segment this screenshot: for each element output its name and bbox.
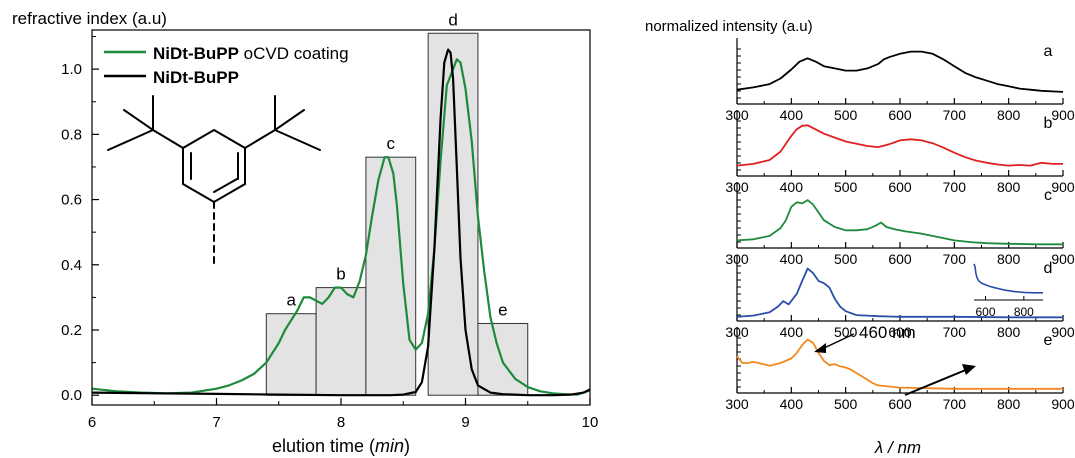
peak-annotation-arrow [821, 333, 855, 350]
left-x-axis-label: elution time (min) [272, 436, 410, 456]
panel-x-tick-label: 600 [888, 324, 912, 340]
panel-x-tick-label: 900 [1051, 396, 1075, 412]
fraction-box-b [315, 287, 367, 396]
inset-x-tick-label: 600 [975, 305, 995, 319]
panel-x-tick-label: 600 [888, 251, 912, 267]
fraction-box-c [365, 156, 417, 396]
panel-x-tick-label: 900 [1051, 251, 1075, 267]
x-tick-label: 10 [582, 414, 599, 431]
left-plot-frame [91, 29, 591, 406]
legend: NiDt-BuPP oCVD coating NiDt-BuPP [104, 44, 349, 87]
panel-x-tick-label: 700 [943, 107, 967, 123]
panel-x-tick-label: 500 [834, 107, 858, 123]
panel-x-tick-label: 400 [780, 251, 804, 267]
inset-line [973, 263, 1043, 294]
panel-x-tick-label: 500 [834, 324, 858, 340]
spectrum-line-e [736, 338, 1063, 390]
y-tick-label: 0.6 [61, 192, 82, 209]
panel-label-d: d [1044, 260, 1053, 277]
y-tick-label: 1.0 [61, 61, 82, 78]
x-tick-label: 8 [337, 414, 345, 431]
panel-label-a: a [1044, 43, 1053, 60]
peak-annotation-arrowhead [814, 343, 826, 353]
peak-annotation: 460 nm [859, 323, 916, 342]
panel-x-tick-label: 600 [888, 396, 912, 412]
spectra-chart: normalized intensity (a.u) 300 400 500 600 7… [645, 18, 1075, 457]
panel-x-tick-label: 800 [997, 107, 1021, 123]
panel-x-tick-label: 400 [780, 324, 804, 340]
y-tick-label: 0.0 [61, 387, 82, 404]
panel-x-tick-label: 700 [943, 396, 967, 412]
panel-x-tick-label: 600 [888, 179, 912, 195]
y-tick-label: 0.8 [61, 126, 82, 143]
series-line-1 [91, 48, 591, 397]
panel-x-tick-label: 900 [1051, 179, 1075, 195]
fraction-label-c: c [387, 134, 396, 153]
spectrum-line-a [736, 50, 1064, 93]
panel-label-b: b [1044, 115, 1053, 132]
panel-x-tick-label: 700 [943, 179, 967, 195]
panel-x-tick-label: 800 [997, 324, 1021, 340]
panel-x-tick-label: 500 [834, 251, 858, 267]
panel-label-c: c [1044, 187, 1052, 204]
legend-label-oCVD: NiDt-BuPP oCVD coating [153, 44, 349, 63]
left-series-lines [91, 48, 591, 397]
panel-x-tick-label: 700 [943, 251, 967, 267]
panel-x-tick-label: 300 [725, 396, 749, 412]
panel-x-tick-label: 900 [1051, 324, 1075, 340]
panel-x-tick-label: 600 [888, 107, 912, 123]
fraction-box-a [265, 313, 317, 396]
panel-x-tick-label: 700 [943, 324, 967, 340]
spectrum-line-c [736, 199, 1063, 246]
panel-x-tick-label: 500 [834, 179, 858, 195]
right-y-axis-label: normalized intensity (a.u) [645, 18, 813, 35]
panel-x-tick-label: 900 [1051, 107, 1075, 123]
y-tick-label: 0.4 [61, 257, 82, 274]
left-axis-ticks: 6 7 8 9 10 0.0 0.2 0.4 0.6 0.8 1.0 [61, 36, 599, 431]
series-line-0 [91, 58, 591, 396]
spectrum-line-b [736, 124, 1063, 167]
elution-chart: refractive index (a.u) a b c d e 6 7 8 9 10 0.0 0.… [12, 9, 598, 456]
x-tick-label: 6 [88, 414, 96, 431]
legend-label-reference: NiDt-BuPP [153, 68, 239, 87]
panel-x-tick-label: 800 [997, 179, 1021, 195]
panel-x-tick-label: 800 [997, 251, 1021, 267]
x-tick-label: 9 [461, 414, 469, 431]
fraction-label-e: e [498, 300, 507, 319]
inset-arrow [904, 368, 969, 396]
fraction-label-b: b [336, 265, 345, 284]
spectrum-line-d [736, 267, 1063, 319]
panel-x-tick-label: 400 [780, 396, 804, 412]
left-y-axis-label: refractive index (a.u) [12, 9, 167, 28]
panel-x-tick-label: 800 [997, 396, 1021, 412]
panel-label-e: e [1044, 332, 1053, 349]
inset-arrowhead [962, 364, 976, 375]
panel-x-tick-label: 400 [780, 179, 804, 195]
right-x-axis-label: λ / nm [874, 438, 921, 457]
panel-x-tick-label: 400 [780, 107, 804, 123]
inset-x-tick-label: 800 [1014, 305, 1034, 319]
fraction-label-a: a [286, 291, 296, 310]
inset-spectrum: 600 800 [973, 263, 1043, 319]
y-tick-label: 0.2 [61, 322, 82, 339]
panel-x-tick-label: 500 [834, 396, 858, 412]
molecular-structure-drawing [107, 95, 321, 269]
x-tick-label: 7 [212, 414, 220, 431]
fraction-label-d: d [448, 10, 457, 29]
